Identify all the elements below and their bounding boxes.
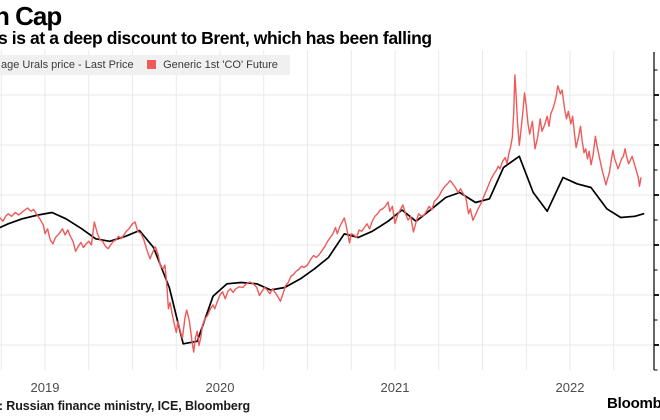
legend-label-urals: age Urals price - Last Price [1,59,134,71]
x-axis-label-2022: 2022 [555,380,585,395]
legend-item-urals: age Urals price - Last Price [1,55,134,75]
legend-item-brent: Generic 1st 'CO' Future [147,55,278,75]
chart-legend: age Urals price - Last Price Generic 1st… [0,55,290,75]
chart-title: h Cap [0,1,62,31]
x-axis-label-2021: 2021 [380,380,410,395]
legend-label-brent: Generic 1st 'CO' Future [163,59,278,71]
x-axis-label-2019: 2019 [30,380,60,395]
bloomberg-logo: Bloomb [607,395,660,412]
x-axis-label-2020: 2020 [205,380,235,395]
legend-marker-brent-icon [147,60,156,69]
source-attribution: e: Russian finance ministry, ICE, Bloomb… [0,399,251,413]
chart-subtitle: s is at a deep discount to Brent, which … [0,28,432,48]
